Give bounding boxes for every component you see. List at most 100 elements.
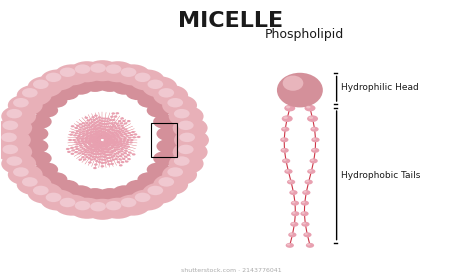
Circle shape [100,143,103,144]
Circle shape [112,139,116,141]
Circle shape [94,148,97,150]
Circle shape [100,142,104,144]
Circle shape [107,134,111,136]
Circle shape [114,138,118,140]
Circle shape [110,141,114,144]
Circle shape [312,127,315,129]
Circle shape [103,142,107,144]
Circle shape [28,76,63,97]
Circle shape [78,129,82,131]
Circle shape [119,132,122,135]
Circle shape [89,139,92,141]
Circle shape [147,186,163,195]
Circle shape [95,135,99,137]
Circle shape [24,139,49,153]
Circle shape [101,158,104,161]
Circle shape [125,143,129,145]
Circle shape [94,156,97,158]
Circle shape [105,139,109,141]
Circle shape [121,153,124,155]
Circle shape [94,137,98,139]
Circle shape [80,139,84,141]
Circle shape [79,137,82,139]
Circle shape [103,156,107,158]
Circle shape [91,153,94,155]
Circle shape [116,130,120,132]
Circle shape [82,125,85,127]
Circle shape [93,158,97,160]
Circle shape [120,144,124,146]
Circle shape [286,106,290,108]
Circle shape [90,149,93,151]
Circle shape [126,86,150,100]
Circle shape [167,167,183,177]
Circle shape [96,147,99,150]
Circle shape [109,142,113,144]
Circle shape [76,139,80,141]
Circle shape [79,131,83,133]
Circle shape [307,169,316,174]
Circle shape [153,85,188,106]
Circle shape [97,138,101,140]
Circle shape [103,162,107,164]
Circle shape [76,125,79,127]
Circle shape [55,86,79,100]
Circle shape [90,151,93,153]
Circle shape [116,144,119,146]
Circle shape [101,131,104,133]
Circle shape [120,134,123,136]
Circle shape [96,151,99,153]
Circle shape [162,95,197,116]
Circle shape [128,151,132,154]
Circle shape [100,136,103,138]
Circle shape [124,147,128,150]
Circle shape [95,160,99,162]
Circle shape [126,180,150,194]
Circle shape [89,148,92,150]
Circle shape [117,151,121,153]
Circle shape [91,141,95,143]
Circle shape [71,149,75,151]
Circle shape [103,137,107,139]
Circle shape [74,146,78,148]
Circle shape [116,141,120,144]
Circle shape [300,211,309,216]
Circle shape [104,148,108,150]
Circle shape [173,117,207,139]
Circle shape [83,78,107,92]
Circle shape [123,145,127,147]
Circle shape [99,128,103,130]
Circle shape [116,161,120,163]
Circle shape [103,136,107,138]
Circle shape [142,76,177,97]
Circle shape [178,121,194,130]
Circle shape [69,61,104,82]
Circle shape [108,147,112,150]
Circle shape [115,158,118,160]
Circle shape [129,141,133,144]
Circle shape [110,151,114,154]
Circle shape [96,142,99,144]
Circle shape [109,136,113,138]
Circle shape [301,201,309,206]
Circle shape [90,136,93,138]
Circle shape [103,132,107,134]
Circle shape [107,144,111,146]
Circle shape [105,145,109,148]
Circle shape [147,162,170,177]
Circle shape [86,147,90,150]
Circle shape [86,149,90,151]
Circle shape [2,145,18,154]
Circle shape [282,149,285,151]
Circle shape [113,141,116,143]
Circle shape [107,143,111,145]
Circle shape [103,128,107,130]
Circle shape [97,134,101,136]
Circle shape [73,139,76,141]
Circle shape [104,125,108,128]
Circle shape [101,144,105,147]
Circle shape [309,116,313,119]
Circle shape [110,132,114,134]
Circle shape [106,160,110,162]
Circle shape [102,131,105,133]
